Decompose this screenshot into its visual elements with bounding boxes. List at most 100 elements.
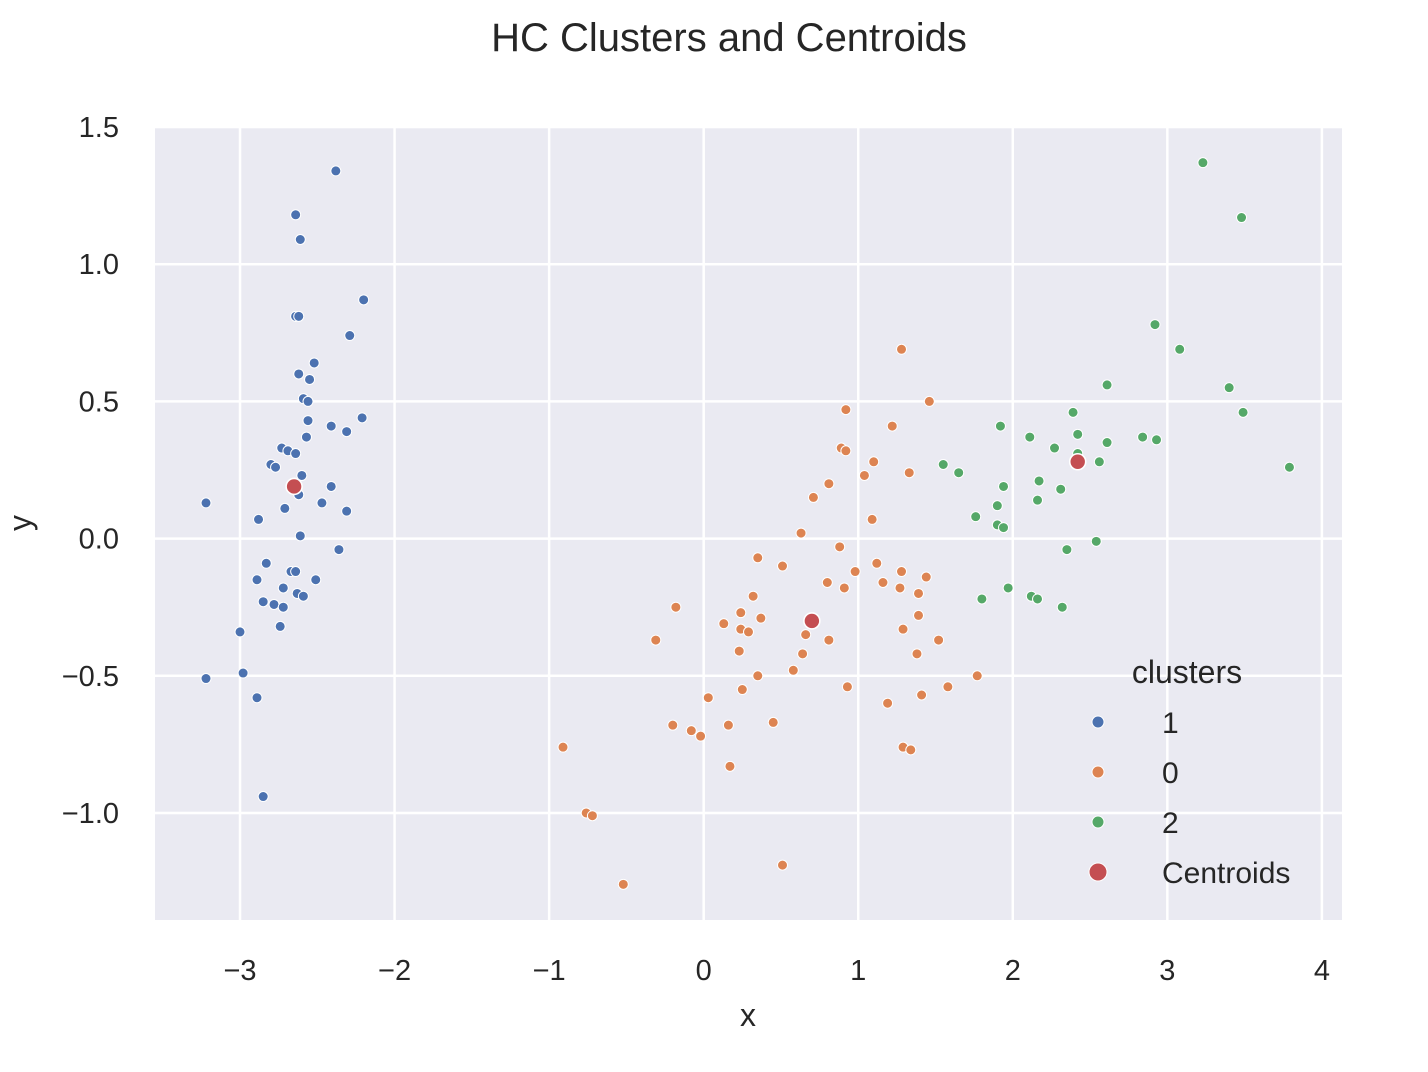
cluster-0-point: [667, 719, 679, 731]
cluster-0-point: [849, 566, 861, 578]
y-tick-label: −0.5: [62, 661, 119, 693]
cluster-1-point: [200, 673, 212, 685]
scatter-points: [200, 157, 1295, 890]
cluster-1-point: [341, 426, 353, 438]
cluster-2-point: [1137, 431, 1149, 443]
y-tick-label: 0.5: [79, 386, 119, 418]
cluster-0-point: [743, 626, 754, 638]
legend-marker: [1091, 765, 1105, 779]
cluster-0-point: [971, 670, 983, 682]
centroid-point: [285, 477, 303, 496]
cluster-1-point: [277, 582, 289, 594]
cluster-1-point: [234, 626, 246, 638]
cluster-0-point: [767, 716, 779, 728]
y-gridlines: [155, 125, 1342, 815]
cluster-0-point: [670, 601, 682, 613]
cluster-0-point: [841, 681, 853, 693]
cluster-0-point: [882, 697, 894, 709]
cluster-1-point: [293, 368, 305, 380]
cluster-0-point: [724, 760, 736, 772]
cluster-0-point: [896, 343, 908, 355]
cluster-2-point: [1032, 593, 1044, 605]
cluster-2-point: [1024, 431, 1036, 443]
cluster-2-point: [1151, 434, 1163, 446]
cluster-2-point: [1056, 601, 1068, 613]
cluster-2-point: [1033, 475, 1045, 487]
cluster-1-point: [290, 448, 302, 460]
cluster-1-point: [330, 165, 342, 177]
cluster-1-point: [257, 596, 269, 608]
cluster-0-point: [777, 859, 789, 871]
x-tick-label: −3: [223, 955, 256, 987]
cluster-2-point: [1101, 379, 1113, 391]
cluster-0-point: [685, 725, 697, 737]
cluster-0-point: [834, 541, 846, 553]
cluster-0-point: [896, 566, 908, 578]
cluster-2-point: [1067, 406, 1079, 418]
cluster-1-point: [302, 415, 314, 427]
cluster-0-point: [840, 445, 852, 457]
cluster-2-point: [1002, 582, 1014, 594]
plot-background: [155, 127, 1342, 920]
cluster-2-point: [994, 420, 1006, 432]
cluster-0-point: [886, 420, 898, 432]
cluster-1-point: [274, 620, 286, 632]
cluster-0-point: [840, 404, 852, 416]
cluster-2-point: [1072, 428, 1084, 440]
cluster-0-point: [923, 395, 935, 407]
cluster-1-point: [293, 310, 305, 322]
cluster-2-point: [1101, 437, 1113, 449]
cluster-1-point: [325, 480, 337, 492]
legend-label: 1: [1162, 707, 1179, 740]
cluster-1-point: [253, 513, 265, 525]
cluster-2-point: [1283, 461, 1295, 473]
cluster-2-point: [1223, 382, 1235, 394]
cluster-0-point: [911, 648, 923, 660]
cluster-0-point: [733, 645, 745, 657]
cluster-0-point: [913, 587, 925, 599]
cluster-0-point: [617, 878, 629, 890]
x-tick-label: 3: [1159, 955, 1175, 987]
cluster-2-point: [953, 467, 965, 479]
legend-marker: [1088, 862, 1108, 882]
cluster-1-point: [290, 209, 302, 221]
cluster-0-point: [795, 527, 807, 539]
cluster-0-point: [736, 684, 748, 696]
x-tick-label: 4: [1314, 955, 1330, 987]
x-tick-label: 1: [850, 955, 866, 987]
legend-label: Centroids: [1162, 857, 1290, 890]
cluster-2-point: [998, 480, 1010, 492]
centroid-point: [803, 612, 821, 630]
cluster-2-point: [1237, 406, 1249, 418]
cluster-0-point: [903, 467, 915, 479]
cluster-2-point: [1032, 494, 1044, 506]
centroid-points: [285, 452, 1087, 630]
cluster-0-point: [777, 560, 789, 572]
cluster-1-point: [310, 574, 322, 586]
cluster-0-point: [858, 469, 870, 481]
cluster-1-point: [251, 574, 263, 586]
x-tick-labels: −3 −2 −1 0 1 2 3 4: [223, 955, 1330, 987]
chart-title: HC Clusters and Centroids: [491, 16, 967, 60]
cluster-0-point: [916, 689, 928, 701]
y-tick-label: 1.5: [79, 112, 119, 144]
cluster-0-point: [787, 664, 799, 676]
x-tick-label: 0: [696, 955, 712, 987]
cluster-2-point: [937, 459, 949, 471]
cluster-2-point: [1093, 456, 1105, 468]
cluster-1-point: [296, 469, 308, 481]
legend: clusters 1 0 2 Centroids: [1088, 654, 1290, 890]
cluster-1-point: [290, 566, 302, 578]
cluster-1-point: [300, 431, 312, 443]
y-tick-label: 1.0: [79, 249, 119, 281]
cluster-1-point: [304, 373, 316, 385]
cluster-0-point: [735, 607, 747, 619]
legend-marker: [1091, 815, 1105, 829]
cluster-0-point: [747, 590, 759, 602]
cluster-1-point: [260, 557, 272, 569]
y-axis-label: y: [2, 515, 38, 531]
cluster-2-point: [1149, 319, 1161, 331]
cluster-0-point: [838, 582, 850, 594]
legend-title: clusters: [1132, 654, 1242, 690]
